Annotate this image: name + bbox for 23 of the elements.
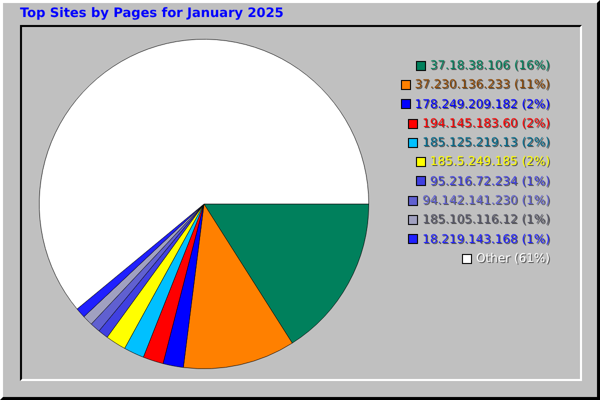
chart-title: Top Sites by Pages for January 2025 bbox=[20, 6, 284, 21]
data-label: (2%) bbox=[522, 96, 550, 111]
data-label: (2%) bbox=[522, 135, 550, 150]
data-label: (1%) bbox=[522, 174, 550, 188]
legend-label: 18.219.143.168 bbox=[422, 232, 518, 246]
data-label: (11%) bbox=[514, 77, 550, 92]
legend-label: 37.18.38.106 bbox=[430, 58, 510, 72]
legend-label: 185.5.249.185 bbox=[430, 154, 518, 168]
legend-label: 178.249.209.182 bbox=[414, 96, 518, 111]
legend-label: 94.142.141.230 bbox=[422, 193, 518, 208]
data-label: (1%) bbox=[522, 193, 550, 208]
legend-label: 37.230.136.233 bbox=[414, 77, 510, 92]
data-label: (1%) bbox=[522, 212, 550, 226]
legend-label: 95.216.72.234 bbox=[430, 174, 518, 188]
data-label: (1%) bbox=[522, 232, 550, 246]
data-label: (2%) bbox=[522, 154, 550, 168]
data-label: (2%) bbox=[522, 116, 550, 130]
data-label: (16%) bbox=[514, 58, 550, 72]
legend-label: 194.145.183.60 bbox=[422, 116, 518, 130]
legend-label: 185.125.219.13 bbox=[422, 135, 518, 150]
legend-label: Other bbox=[476, 250, 510, 265]
legend-label: 185.105.116.12 bbox=[422, 212, 518, 226]
data-label: (61%) bbox=[514, 250, 550, 265]
